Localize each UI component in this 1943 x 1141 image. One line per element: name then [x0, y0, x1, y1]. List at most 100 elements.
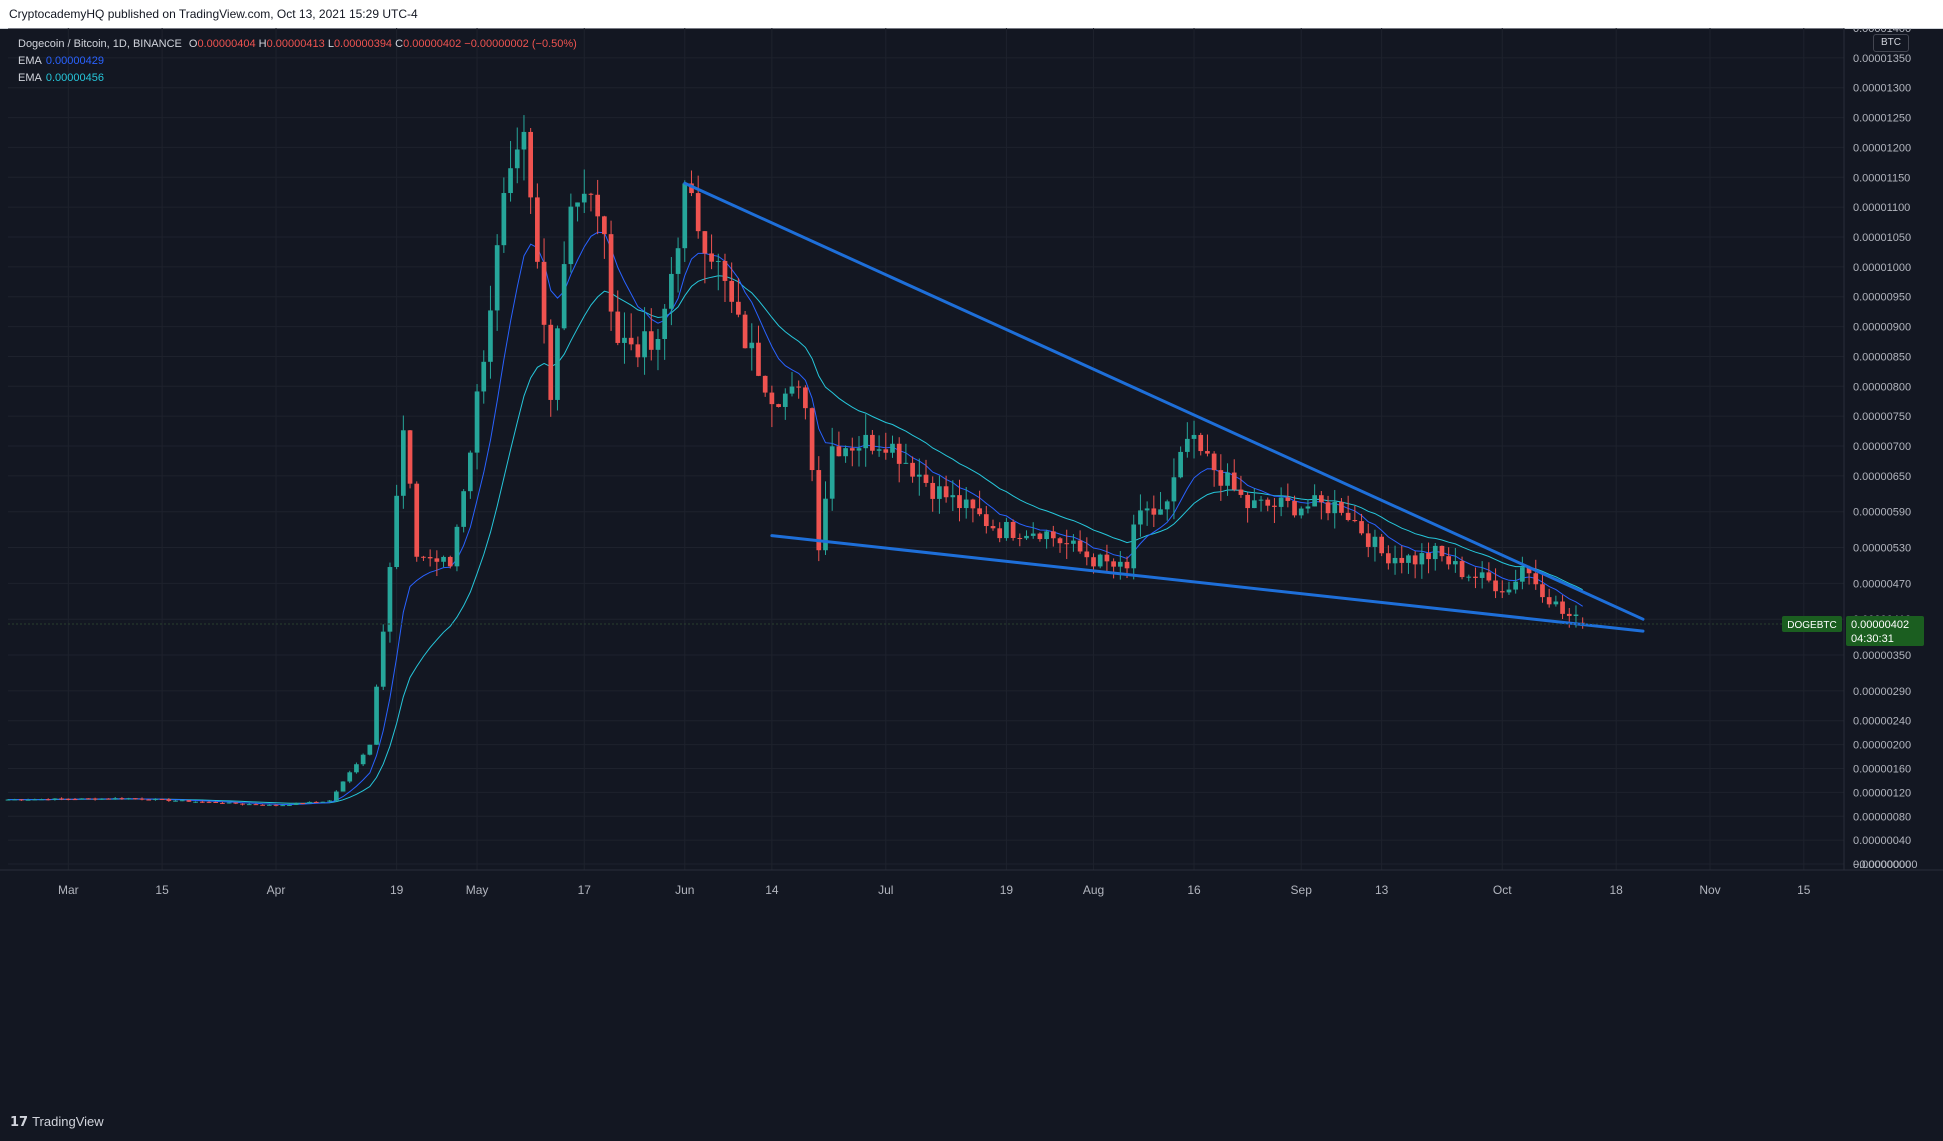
- candle-body: [126, 798, 131, 800]
- candle-body: [548, 324, 554, 400]
- candle-body: [749, 342, 755, 349]
- candle-body: [1044, 531, 1049, 540]
- candle-body: [568, 206, 574, 265]
- time-tick-label: Jun: [675, 883, 694, 897]
- candle-body: [1305, 506, 1311, 509]
- candle-body: [950, 495, 956, 498]
- ema-slow-value: 0.00000456: [45, 72, 104, 84]
- publish-info: CryptocademyHQ published on TradingView.…: [9, 7, 418, 21]
- candle-body: [293, 803, 299, 805]
- candle-body: [320, 801, 326, 803]
- candle-body: [220, 802, 225, 804]
- candle-body: [1365, 533, 1371, 547]
- price-tick-label: 0.00001350: [1853, 53, 1911, 65]
- candle-body: [963, 499, 969, 509]
- candle-body: [461, 491, 466, 527]
- price-tick-label: 0.00000040: [1853, 835, 1911, 847]
- price-tick-label: 0.00000590: [1853, 507, 1911, 519]
- candle-body: [1225, 472, 1230, 486]
- candle-body: [849, 448, 855, 451]
- candle-body: [106, 798, 111, 800]
- candle-body: [1124, 561, 1130, 569]
- candle-body: [1372, 536, 1378, 547]
- candle-body: [1453, 561, 1458, 565]
- tradingview-logo[interactable]: 17 TradingView: [10, 1114, 104, 1130]
- candle-body: [1325, 502, 1331, 514]
- price-tick-label: 0.00000080: [1853, 811, 1911, 823]
- ema-fast-label[interactable]: EMA: [18, 55, 42, 67]
- time-tick-label: Nov: [1699, 883, 1720, 897]
- candle-body: [333, 791, 339, 801]
- candle-body: [1218, 470, 1224, 486]
- candle-body: [1553, 601, 1559, 605]
- candle-body: [910, 462, 915, 477]
- candle-body: [903, 462, 909, 464]
- candle-body: [488, 310, 493, 362]
- candle-body: [1486, 572, 1492, 581]
- candle-body: [1084, 551, 1090, 558]
- price-tick-label: 0.00000350: [1853, 650, 1911, 662]
- candle-body: [173, 800, 178, 802]
- candle-body: [19, 799, 24, 801]
- candle-body: [1037, 533, 1043, 540]
- candle-body: [206, 801, 212, 803]
- candle-body: [266, 804, 272, 806]
- candle-body: [1144, 508, 1150, 511]
- chart-area[interactable]: 0.00001400 0.00001350 0.00001300 0.00001250…: [0, 23, 1943, 1101]
- candle-body: [1439, 545, 1445, 557]
- candle-body: [434, 558, 440, 562]
- candle-body: [52, 798, 58, 800]
- candle-body: [501, 193, 507, 246]
- candle-body: [1211, 453, 1217, 471]
- time-tick-label: 19: [1000, 883, 1014, 897]
- candle-body: [213, 801, 219, 803]
- time-tick-label: 17: [578, 883, 592, 897]
- candle-body: [1024, 535, 1029, 539]
- candle-body: [829, 446, 835, 499]
- price-tick-label: 0.00000850: [1853, 351, 1911, 363]
- candle-body: [1345, 512, 1351, 520]
- candle-body: [394, 495, 399, 568]
- candle-body: [347, 772, 353, 782]
- last-price-tag-bg: [1846, 615, 1924, 646]
- candle-body: [1392, 557, 1398, 564]
- candle-body: [1278, 497, 1284, 507]
- time-tick-label: 15: [1797, 883, 1811, 897]
- candle-body: [1184, 438, 1190, 452]
- symbol-label[interactable]: Dogecoin / Bitcoin, 1D, BINANCE: [18, 38, 182, 50]
- candle-body: [803, 387, 808, 409]
- time-tick-label: May: [466, 883, 489, 897]
- candle-body: [595, 194, 601, 217]
- candle-body: [1412, 555, 1418, 565]
- candle-body: [1285, 497, 1291, 501]
- time-tick-label: Mar: [58, 883, 79, 897]
- last-price-value: 0.00000402: [1851, 619, 1909, 631]
- candle-body: [1091, 557, 1096, 567]
- candle-body: [153, 798, 158, 801]
- trendline-lower: [770, 534, 1645, 633]
- candle-body: [1359, 521, 1364, 534]
- time-tick-label: Sep: [1291, 883, 1313, 897]
- price-tick-label: 0.00000120: [1853, 787, 1911, 799]
- price-chart[interactable]: 0.000014000.000013500.000013000.00001250…: [0, 23, 1943, 1101]
- currency-unit-button[interactable]: BTC: [1873, 34, 1909, 52]
- candle-body: [669, 273, 674, 309]
- candle-body: [1546, 597, 1552, 605]
- candle-body: [193, 801, 198, 803]
- price-tick-label: 0.00000290: [1853, 686, 1911, 698]
- candle-body: [1104, 554, 1110, 562]
- candle-body: [494, 245, 500, 311]
- candle-body: [1446, 556, 1452, 565]
- candle-body: [615, 311, 621, 343]
- price-tick-label: 0.00001250: [1853, 113, 1911, 125]
- candle-body: [1379, 536, 1384, 554]
- candle-body: [1419, 553, 1425, 565]
- ema-slow-label[interactable]: EMA: [18, 72, 42, 84]
- candle-body: [1506, 589, 1512, 593]
- candle-body: [521, 131, 527, 150]
- candle-body: [602, 216, 607, 235]
- candle-body: [1251, 500, 1257, 509]
- candle-body: [561, 264, 567, 329]
- candle-body: [65, 798, 71, 800]
- candle-body: [1432, 545, 1438, 560]
